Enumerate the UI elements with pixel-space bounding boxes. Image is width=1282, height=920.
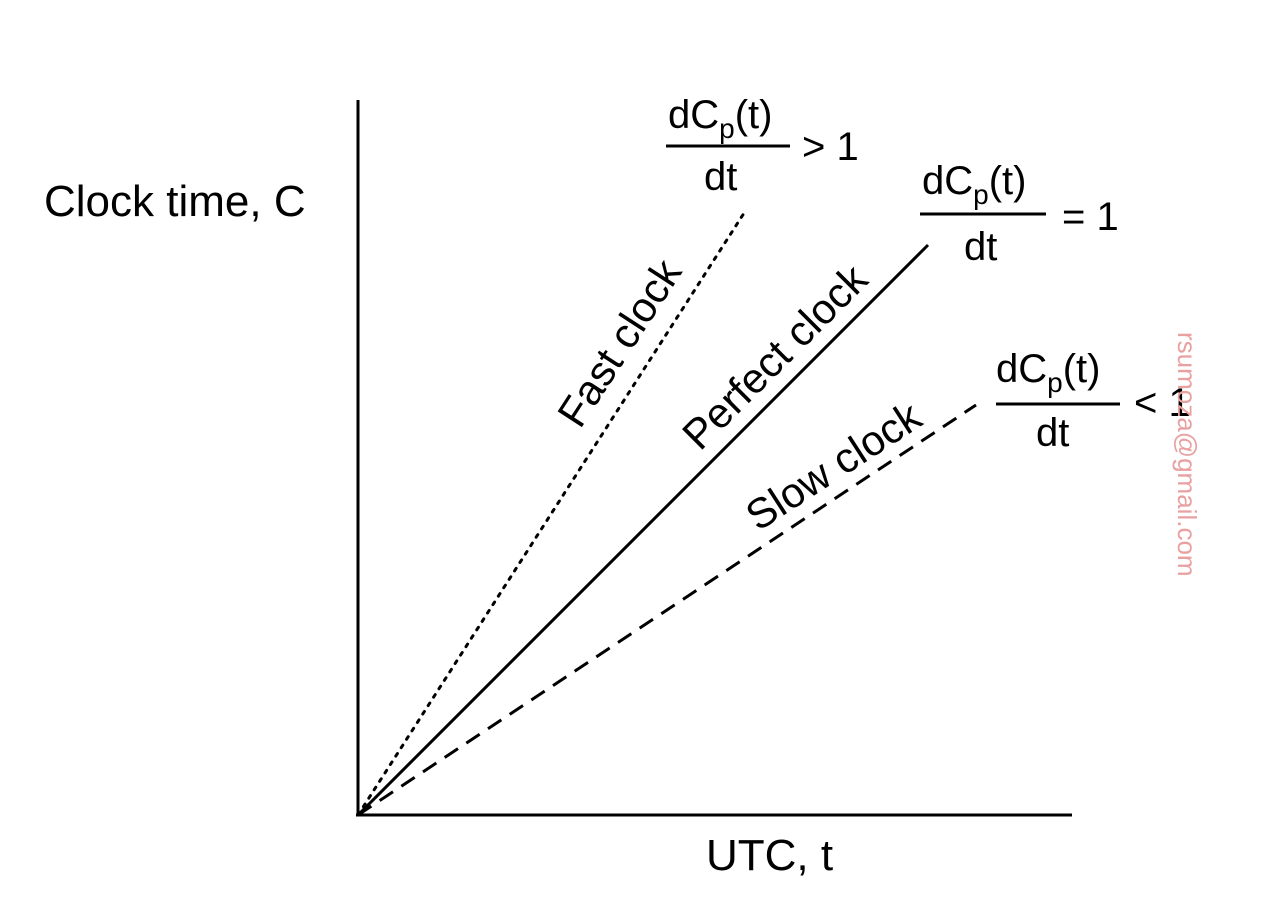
slow-derivative-arg: (t)	[1063, 347, 1101, 391]
perfect-derivative-numerator: dC	[922, 159, 973, 203]
perfect-derivative-denominator: dt	[964, 225, 997, 269]
perfect-clock-label: Perfect clock	[673, 254, 877, 458]
fast-derivative-arg: (t)	[735, 93, 773, 137]
y-axis-label: Clock time, C	[44, 177, 306, 226]
fast-clock-label: Fast clock	[548, 250, 691, 435]
slow-derivative-denominator: dt	[1036, 411, 1069, 455]
slow-derivative: dCp(t) dt < 1	[996, 347, 1191, 455]
fast-clock-line	[356, 208, 748, 817]
perfect-derivative-relation: = 1	[1062, 195, 1119, 239]
fast-derivative-numerator: dC	[668, 93, 719, 137]
svg-text:dCp(t): dCp(t)	[668, 93, 772, 144]
perfect-derivative-subscript: p	[973, 179, 989, 210]
svg-text:dCp(t): dCp(t)	[922, 159, 1026, 210]
fast-derivative-subscript: p	[719, 113, 735, 144]
perfect-derivative-arg: (t)	[989, 159, 1027, 203]
svg-text:dCp(t): dCp(t)	[996, 347, 1100, 398]
watermark: rsumoza@gmail.com	[1172, 332, 1202, 577]
slow-clock-label: Slow clock	[737, 392, 930, 540]
fast-derivative: dCp(t) dt > 1	[666, 93, 859, 199]
x-axis-label: UTC, t	[706, 831, 833, 880]
slow-derivative-relation: < 1	[1134, 381, 1191, 425]
perfect-clock-line	[356, 243, 930, 817]
slow-derivative-numerator: dC	[996, 347, 1047, 391]
fast-derivative-relation: > 1	[802, 125, 859, 169]
slow-derivative-subscript: p	[1047, 367, 1063, 398]
fast-derivative-denominator: dt	[704, 155, 737, 199]
perfect-derivative: dCp(t) dt = 1	[920, 159, 1119, 269]
slow-clock-line	[357, 403, 977, 817]
